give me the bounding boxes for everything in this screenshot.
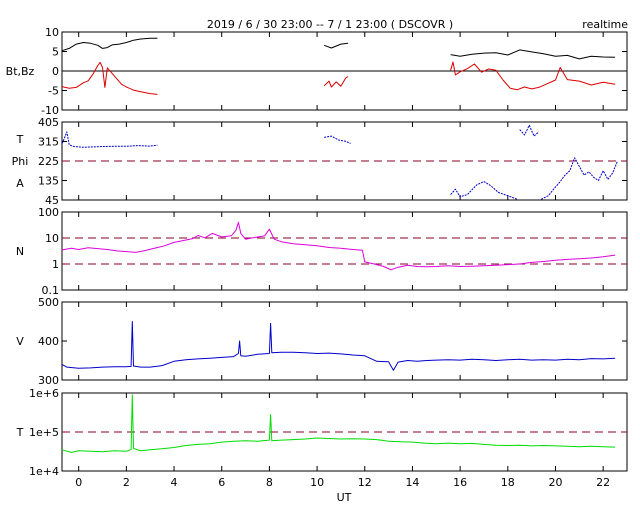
- y-tick-label: -10: [41, 104, 59, 117]
- y-tick-label: 405: [38, 116, 59, 129]
- x-tick-label: 0: [75, 476, 82, 489]
- series-line-phi-0-4: [540, 157, 618, 200]
- realtime-label: realtime: [582, 18, 628, 31]
- x-tick-label: 10: [310, 476, 324, 489]
- y-tick-label: 1e+4: [29, 465, 59, 478]
- x-tick-label: 4: [171, 476, 178, 489]
- x-tick-label: 6: [218, 476, 225, 489]
- x-tick-label: 20: [548, 476, 562, 489]
- x-tick-label: 12: [358, 476, 372, 489]
- y-tick-label: 315: [38, 136, 59, 149]
- y-tick-label: 300: [38, 374, 59, 387]
- series-line-bt-bz-0-1: [324, 42, 349, 49]
- y-tick-label: 400: [38, 335, 59, 348]
- series-line-phi-0-1: [324, 135, 351, 144]
- y-axis-label: A: [16, 177, 24, 190]
- y-axis-label: Phi: [12, 155, 29, 168]
- series-line-phi-0-3: [519, 124, 540, 137]
- series-line-n-0-0: [61, 221, 616, 271]
- panels: 1050-5-10Bt,Bz40531522513545TPhiA1001010…: [6, 26, 628, 489]
- y-tick-label: 1e+6: [29, 387, 59, 400]
- y-tick-label: 225: [38, 155, 59, 168]
- x-tick-label: 2: [123, 476, 130, 489]
- panel-v: 500 400 300 V: [16, 296, 628, 387]
- panel-frame: [61, 211, 628, 291]
- x-tick-label: 16: [453, 476, 467, 489]
- y-axis-label: N: [16, 245, 24, 258]
- panel-phi: 405 315 225 135 45 T Phi A: [12, 116, 628, 207]
- panel-frame: [61, 301, 628, 381]
- y-tick-label: 45: [45, 194, 59, 207]
- series-line-phi-0-2: [450, 181, 518, 200]
- panel-t: 1e+6 1e+5 1e+4 T 0 2 4 6 8 10 12 14 16 18 20 22: [16, 387, 628, 489]
- y-tick-label: 10: [45, 232, 59, 245]
- y-tick-label: 5: [52, 46, 59, 59]
- series-line-bt-bz-0-0: [61, 37, 158, 52]
- x-tick-label: 18: [501, 476, 515, 489]
- series-line-phi-0-0: [61, 131, 158, 148]
- x-tick-label: 8: [266, 476, 273, 489]
- series-line-bt-bz-1-0: [61, 61, 158, 95]
- y-tick-label: 135: [38, 175, 59, 188]
- y-axis-label: Bt,Bz: [6, 65, 35, 78]
- y-axis-label: T: [16, 426, 24, 439]
- series-line-bt-bz-0-2: [450, 49, 616, 60]
- y-tick-label: 0.1: [42, 284, 60, 297]
- y-tick-label: 1: [52, 258, 59, 271]
- y-tick-label: -5: [48, 85, 59, 98]
- x-axis-label: UT: [337, 491, 352, 504]
- series-line-bt-bz-1-1: [323, 76, 349, 88]
- series-line-v-0-0: [61, 321, 616, 371]
- y-axis-label: V: [16, 335, 24, 348]
- series-line-bt-bz-1-2: [450, 61, 616, 91]
- x-tick-label: 22: [596, 476, 610, 489]
- y-axis-label: T: [16, 133, 24, 146]
- y-tick-label: 100: [38, 206, 59, 219]
- y-tick-label: 1e+5: [29, 426, 59, 439]
- panel-bt-bz: 10 5 0 -5 -10 Bt,Bz: [6, 26, 628, 117]
- y-tick-label: 500: [38, 296, 59, 309]
- panel-n: 100 10 1 0.1 N: [16, 206, 628, 297]
- y-tick-label: 10: [45, 26, 59, 39]
- x-tick-label: 14: [405, 476, 419, 489]
- chart-title: 2019 / 6 / 30 23:00 -- 7 / 1 23:00 ( DSC…: [207, 18, 453, 31]
- y-tick-label: 0: [52, 65, 59, 78]
- series-line-t-0-0: [61, 394, 616, 453]
